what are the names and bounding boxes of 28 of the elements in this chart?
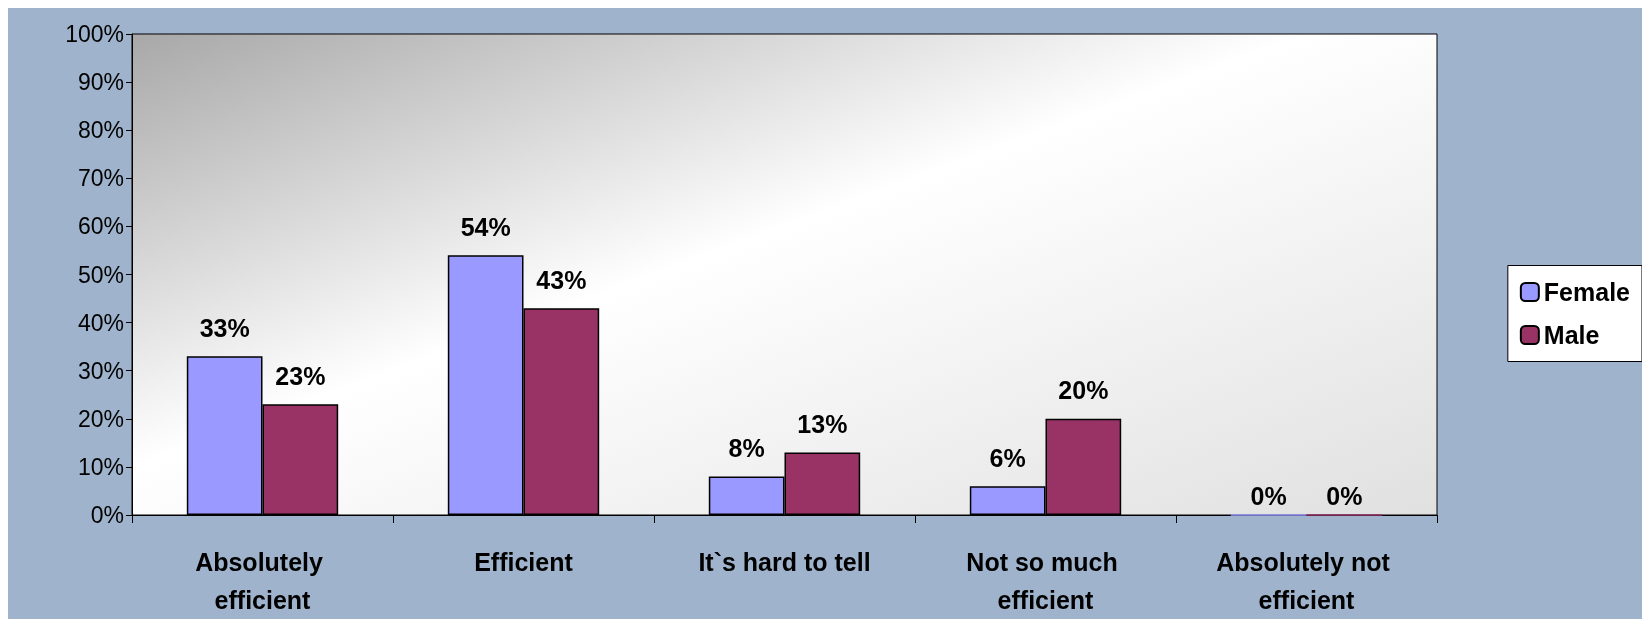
y-tick-label: 50% [77, 261, 124, 288]
x-tick-label: Absolutely efficient [195, 548, 330, 614]
legend-label: Female [1543, 278, 1631, 306]
y-tick-label: 30% [77, 357, 124, 384]
y-tick-label: 90% [77, 69, 124, 96]
y-tick-label: 10% [77, 453, 124, 480]
x-tick-label: It`s hard to tell [698, 548, 871, 576]
y-tick-label: 60% [77, 213, 124, 240]
y-tick-label: 80% [77, 117, 124, 144]
x-tick-label: Not so much efficient [966, 548, 1125, 614]
x-tick-label: Efficient [474, 548, 574, 576]
legend-label: Male [1543, 321, 1600, 349]
data-label: 0% [1326, 482, 1363, 510]
data-label: 43% [536, 265, 587, 294]
y-tick-label: 40% [77, 309, 124, 336]
x-tick-label: Absolutely not efficient [1216, 548, 1397, 614]
data-label: 33% [199, 313, 250, 342]
y-tick-label: 20% [77, 405, 124, 432]
data-label: 13% [797, 409, 848, 438]
data-label: 8% [728, 434, 765, 463]
y-tick-label: 100% [65, 21, 124, 47]
data-label: 6% [989, 443, 1026, 472]
data-label: 54% [460, 212, 511, 241]
data-label: 20% [1058, 376, 1109, 405]
data-label: 0% [1250, 482, 1287, 510]
y-tick-label: 0% [90, 502, 124, 528]
data-label: 23% [275, 361, 326, 390]
y-tick-label: 70% [77, 165, 124, 192]
